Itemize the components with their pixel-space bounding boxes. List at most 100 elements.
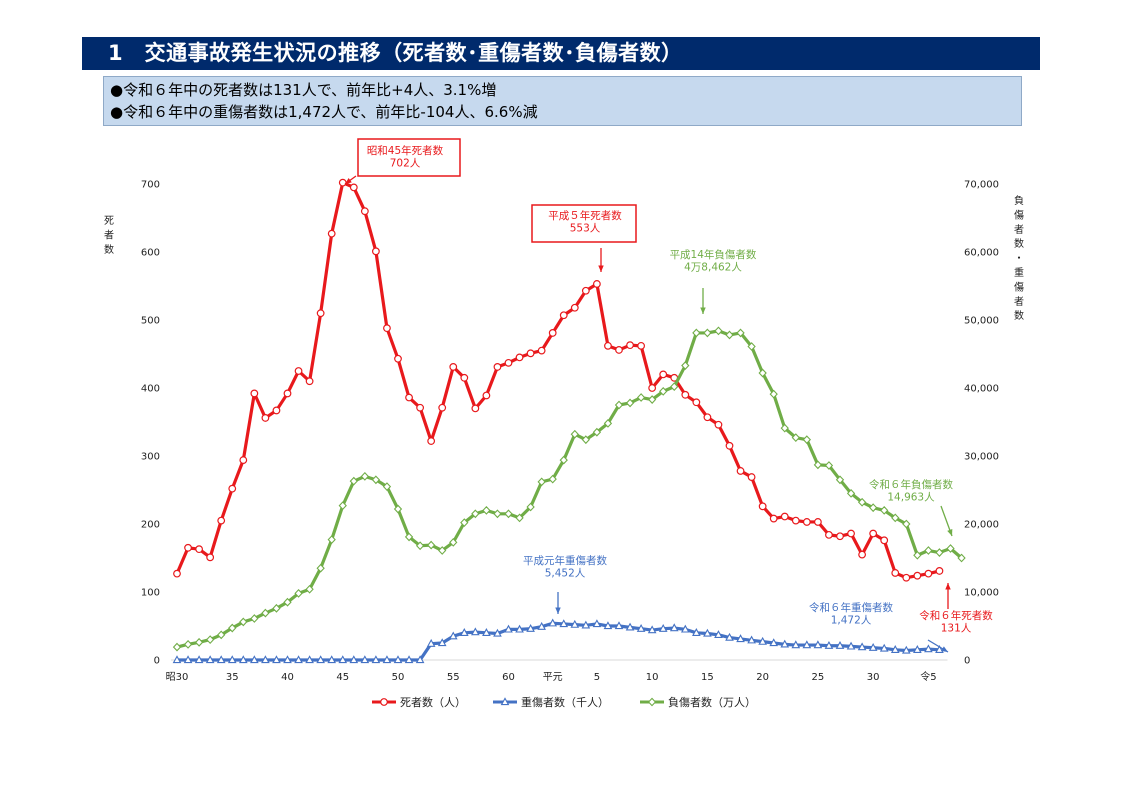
data-point: [515, 624, 524, 633]
data-point: [825, 530, 833, 539]
x-tick-label: 50: [392, 672, 405, 683]
data-point: [504, 624, 513, 633]
annotation-label: 平成元年重傷者数: [523, 554, 607, 567]
data-point: [857, 642, 867, 651]
data-point: [604, 341, 612, 350]
data-point: [680, 624, 690, 633]
data-point: [272, 406, 281, 415]
data-point: [239, 617, 248, 627]
x-tick-label: 10: [646, 672, 659, 683]
data-point: [393, 655, 403, 664]
data-point: [526, 623, 535, 632]
data-point: [802, 435, 812, 445]
data-point: [471, 404, 480, 413]
svg-text:・: ・: [1014, 254, 1024, 265]
data-point: [372, 247, 380, 256]
annotations: 昭和45年死者数702人平成５年死者数553人平成14年負傷者数4万8,462人…: [344, 138, 993, 653]
annotation-arrowhead: [947, 529, 953, 536]
data-point: [592, 427, 602, 437]
data-point: [183, 639, 193, 649]
data-point: [570, 303, 579, 312]
data-point: [581, 620, 591, 629]
data-point: [681, 361, 690, 370]
data-point: [736, 467, 745, 475]
x-tick-label: 45: [336, 672, 349, 683]
data-point: [924, 569, 933, 578]
data-point: [172, 655, 182, 664]
data-point: [482, 505, 491, 515]
data-point: [172, 642, 182, 652]
data-point: [570, 619, 580, 628]
data-point: [791, 640, 801, 649]
data-point: [338, 655, 348, 664]
data-point: [426, 540, 436, 550]
data-point: [405, 393, 413, 402]
data-point: [857, 497, 867, 507]
right-axis-title: 負傷者数・重傷者数: [1014, 195, 1024, 322]
legend-label: 重傷者数（千人）: [521, 695, 609, 709]
right-tick-label: 60,000: [964, 248, 999, 259]
data-point: [868, 503, 878, 513]
data-point: [493, 509, 502, 519]
legend-item-1: 重傷者数（千人）: [493, 695, 609, 709]
annotation-label: 昭和45年死者数: [367, 144, 444, 157]
left-tick-label: 400: [141, 384, 160, 395]
data-point: [460, 373, 469, 382]
data-point: [615, 346, 623, 354]
data-point: [383, 324, 391, 333]
summary-line-deaths: ●令和６年中の死者数は131人で、前年比+4人、3.1%増: [110, 81, 497, 99]
data-point: [305, 655, 314, 664]
data-point: [913, 550, 922, 560]
data-point: [714, 420, 723, 429]
data-point: [669, 623, 679, 632]
x-tick-label: 平元: [543, 672, 563, 683]
data-point: [228, 484, 237, 493]
data-point: [438, 546, 447, 555]
data-point: [758, 368, 767, 378]
x-tick-label: 25: [812, 672, 825, 683]
data-point: [459, 628, 469, 636]
annotation-label: 令和６年重傷者数: [809, 601, 893, 614]
data-point: [415, 541, 425, 551]
data-point: [869, 529, 878, 538]
series-1: [172, 618, 944, 664]
data-point: [637, 341, 645, 350]
data-point: [879, 643, 889, 652]
svg-text:数: 数: [1014, 309, 1024, 322]
data-point: [581, 286, 590, 295]
data-point: [769, 638, 779, 647]
series-line: [177, 621, 940, 662]
data-point: [404, 532, 414, 542]
data-point: [261, 655, 270, 664]
data-point: [924, 644, 933, 653]
data-point: [614, 400, 624, 410]
data-point: [250, 614, 259, 623]
svg-text:数: 数: [104, 243, 114, 256]
data-point: [548, 329, 557, 337]
data-point: [725, 441, 734, 450]
annotation-value: 1,472人: [831, 615, 872, 627]
data-point: [238, 655, 248, 664]
data-point: [813, 640, 823, 649]
right-tick-label: 10,000: [964, 588, 999, 599]
data-point: [438, 403, 447, 412]
data-point: [692, 328, 701, 338]
data-point: [824, 640, 834, 649]
data-point: [460, 518, 469, 528]
data-point: [493, 363, 502, 371]
data-point: [780, 639, 790, 648]
data-point: [625, 398, 635, 408]
data-point: [703, 328, 712, 338]
data-point: [217, 630, 226, 640]
data-point: [272, 603, 281, 613]
data-point: [283, 655, 292, 664]
left-tick-label: 300: [141, 452, 160, 463]
svg-text:者: 者: [1014, 296, 1024, 308]
data-point: [780, 423, 789, 433]
data-point: [393, 504, 403, 514]
data-point: [824, 461, 834, 470]
data-point: [228, 623, 237, 633]
data-point: [250, 655, 259, 664]
